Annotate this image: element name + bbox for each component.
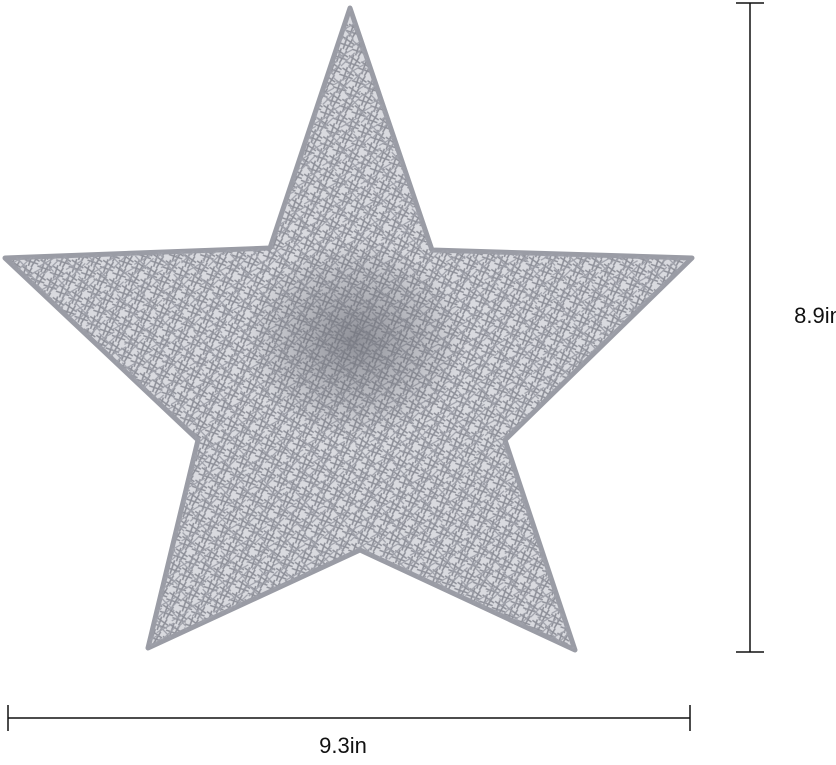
star-ornament — [2, 5, 695, 653]
width-label: 9.3in — [319, 733, 367, 758]
height-dimension-line — [736, 2, 764, 653]
height-label: 8.9in — [794, 303, 836, 328]
width-dimension-line — [7, 705, 691, 731]
